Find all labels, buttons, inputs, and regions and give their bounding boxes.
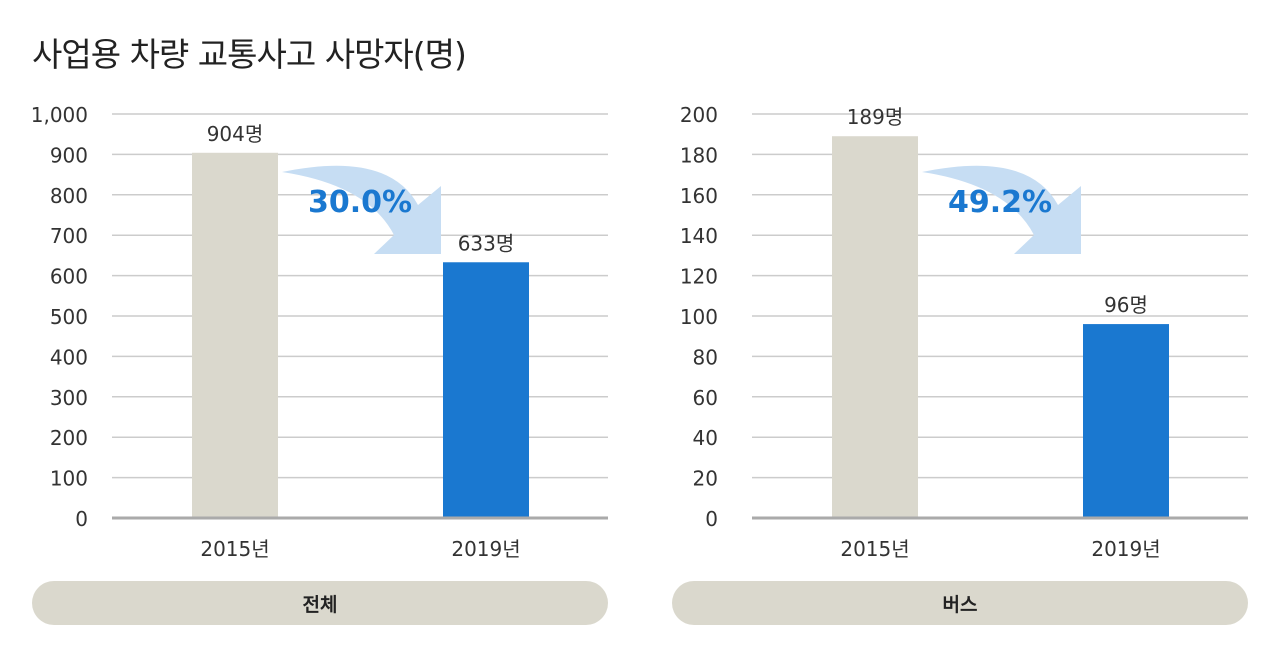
chart-title: 사업용 차량 교통사고 사망자(명) <box>32 35 467 74</box>
category-label-total: 전체 <box>32 581 608 625</box>
y-tick-label: 1,000 <box>31 103 88 127</box>
y-tick-label: 600 <box>50 265 88 289</box>
y-tick-label: 80 <box>693 345 718 369</box>
y-tick-label: 180 <box>680 143 718 167</box>
y-tick-label: 100 <box>50 467 88 491</box>
category-label-bus: 버스 <box>672 581 1248 625</box>
x-tick-label: 2015년 <box>200 537 269 561</box>
y-tick-label: 40 <box>693 426 718 450</box>
change-percent-label: 30.0% <box>308 185 412 220</box>
change-percent-label: 49.2% <box>948 185 1052 220</box>
data-label: 633명 <box>458 231 515 255</box>
y-tick-label: 120 <box>680 265 718 289</box>
y-tick-label: 60 <box>693 386 718 410</box>
bar-2015년 <box>832 136 918 518</box>
y-tick-label: 900 <box>50 143 88 167</box>
x-tick-label: 2015년 <box>840 537 909 561</box>
y-tick-label: 20 <box>693 467 718 491</box>
y-tick-label: 300 <box>50 386 88 410</box>
y-tick-label: 0 <box>705 507 718 531</box>
data-label: 96명 <box>1104 293 1148 317</box>
y-tick-label: 800 <box>50 184 88 208</box>
bar-2019년 <box>1083 324 1169 518</box>
y-tick-label: 100 <box>680 305 718 329</box>
bar-2015년 <box>192 152 278 518</box>
y-tick-label: 140 <box>680 224 718 248</box>
y-tick-label: 200 <box>50 426 88 450</box>
y-tick-label: 200 <box>680 103 718 127</box>
data-label: 904명 <box>207 122 264 146</box>
decrease-arrow-icon <box>922 165 1081 254</box>
y-tick-label: 0 <box>75 507 88 531</box>
bar-2019년 <box>443 262 529 518</box>
x-tick-label: 2019년 <box>1091 537 1160 561</box>
data-label: 189명 <box>847 105 904 129</box>
x-tick-label: 2019년 <box>451 537 520 561</box>
decrease-arrow-icon <box>282 165 441 254</box>
y-tick-label: 500 <box>50 305 88 329</box>
y-tick-label: 700 <box>50 224 88 248</box>
y-tick-label: 160 <box>680 184 718 208</box>
y-tick-label: 400 <box>50 345 88 369</box>
